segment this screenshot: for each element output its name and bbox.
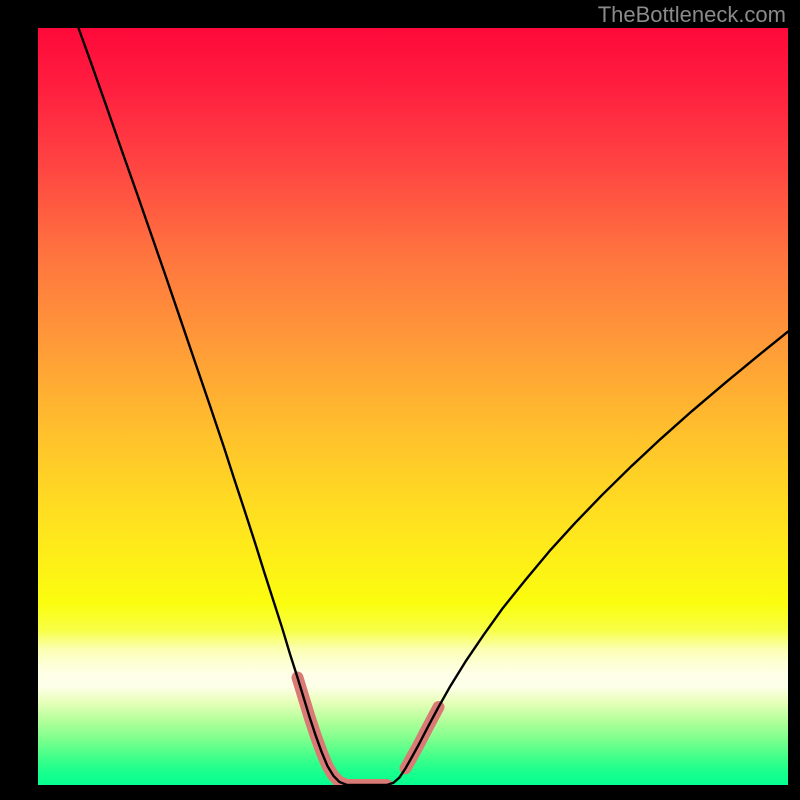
chart-container: TheBottleneck.com xyxy=(0,0,800,800)
watermark-text: TheBottleneck.com xyxy=(598,2,786,28)
chart-svg xyxy=(0,0,800,800)
